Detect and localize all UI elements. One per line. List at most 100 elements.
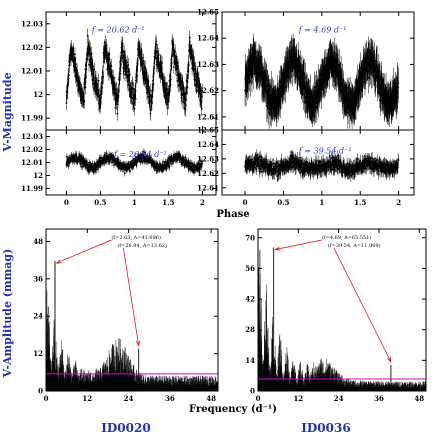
data-point xyxy=(186,86,189,89)
data-point xyxy=(304,77,307,79)
data-point xyxy=(265,158,268,161)
y-tick-label: 12.01 xyxy=(21,67,43,76)
data-point xyxy=(83,100,86,103)
y-tick-label: 12.02 xyxy=(21,43,43,52)
data-point xyxy=(294,157,296,160)
data-point xyxy=(162,160,165,163)
data-point xyxy=(174,50,177,53)
data-point xyxy=(187,159,190,162)
data-point xyxy=(88,58,91,61)
data-point xyxy=(376,159,379,161)
data-points xyxy=(244,33,400,129)
x-tick-label: 0.5 xyxy=(94,198,106,207)
data-point xyxy=(336,155,339,157)
data-point xyxy=(91,162,94,165)
data-point xyxy=(135,156,137,158)
data-point xyxy=(102,75,105,78)
data-point xyxy=(155,44,158,46)
data-point xyxy=(314,160,317,163)
y-tick-label: 12.61 xyxy=(197,112,219,121)
data-point xyxy=(110,65,113,67)
data-point xyxy=(112,76,115,79)
data-point xyxy=(135,164,138,167)
data-point xyxy=(251,158,254,161)
data-point xyxy=(144,151,146,154)
data-point xyxy=(113,164,115,167)
y-tick-label: 12.65 xyxy=(197,8,219,17)
data-point xyxy=(75,154,78,157)
data-point xyxy=(255,168,258,171)
data-point xyxy=(103,161,106,164)
data-point xyxy=(168,165,171,168)
data-point xyxy=(91,65,94,68)
data-point xyxy=(88,161,91,164)
data-point xyxy=(199,159,202,162)
data-point xyxy=(121,42,124,45)
data-point xyxy=(92,83,95,85)
data-point xyxy=(320,160,323,163)
data-point xyxy=(264,159,267,162)
data-point xyxy=(356,158,359,160)
data-point xyxy=(385,173,388,176)
data-point xyxy=(331,156,334,159)
data-point xyxy=(124,73,126,76)
data-point xyxy=(258,156,261,159)
data-point xyxy=(90,52,93,55)
y-tick-label: 12.03 xyxy=(21,132,43,141)
data-point xyxy=(128,73,131,76)
data-point xyxy=(172,47,175,50)
y-tick-label: 12.63 xyxy=(197,60,219,69)
data-point xyxy=(177,65,179,67)
y-tick-label: 12 xyxy=(33,90,43,99)
data-point xyxy=(277,174,280,177)
data-point xyxy=(74,63,77,66)
data-point xyxy=(371,157,374,159)
data-point xyxy=(113,83,116,86)
x-tick-label: 2 xyxy=(200,198,205,207)
data-points xyxy=(65,148,204,177)
data-point xyxy=(168,93,171,96)
data-point xyxy=(152,83,155,86)
data-point xyxy=(74,53,76,56)
data-point xyxy=(172,66,175,68)
data-point xyxy=(188,41,191,43)
data-point xyxy=(129,170,131,172)
data-point xyxy=(67,74,70,77)
data-point xyxy=(316,164,319,166)
data-point xyxy=(370,168,373,171)
data-point xyxy=(184,156,187,159)
data-point xyxy=(95,168,98,171)
data-point xyxy=(120,59,122,62)
data-points xyxy=(65,28,204,121)
data-point xyxy=(364,157,367,160)
data-point xyxy=(116,112,119,115)
data-point xyxy=(149,89,152,92)
data-point xyxy=(136,74,139,77)
data-point xyxy=(136,62,139,65)
data-point xyxy=(93,68,96,71)
data-point xyxy=(254,166,256,169)
data-point xyxy=(131,84,134,87)
y-tick-label: 12.64 xyxy=(197,34,219,43)
data-point xyxy=(83,92,85,94)
y-tick-label: 11.99 xyxy=(21,184,43,193)
data-point xyxy=(101,86,104,89)
frequency-label: f = 4.69 d⁻¹ xyxy=(298,26,347,35)
data-point xyxy=(84,86,87,89)
data-point xyxy=(142,60,145,62)
y-tick-label: 12 xyxy=(33,171,43,180)
data-point xyxy=(65,102,68,104)
y-tick-label: 12.03 xyxy=(21,19,43,28)
x-tick-label: 0 xyxy=(64,198,69,207)
data-point xyxy=(252,72,255,75)
data-point xyxy=(156,50,159,52)
y-tick-label: 11.99 xyxy=(21,114,43,123)
light-curve-panel-id0036-top: 12.61 12.62 12.63 12.64 12.65 f = 4.69 d⁻¹ xyxy=(197,8,415,131)
data-point xyxy=(161,62,163,64)
data-point xyxy=(134,90,137,93)
data-point xyxy=(85,68,88,71)
data-point xyxy=(171,55,173,58)
data-point xyxy=(124,56,127,59)
